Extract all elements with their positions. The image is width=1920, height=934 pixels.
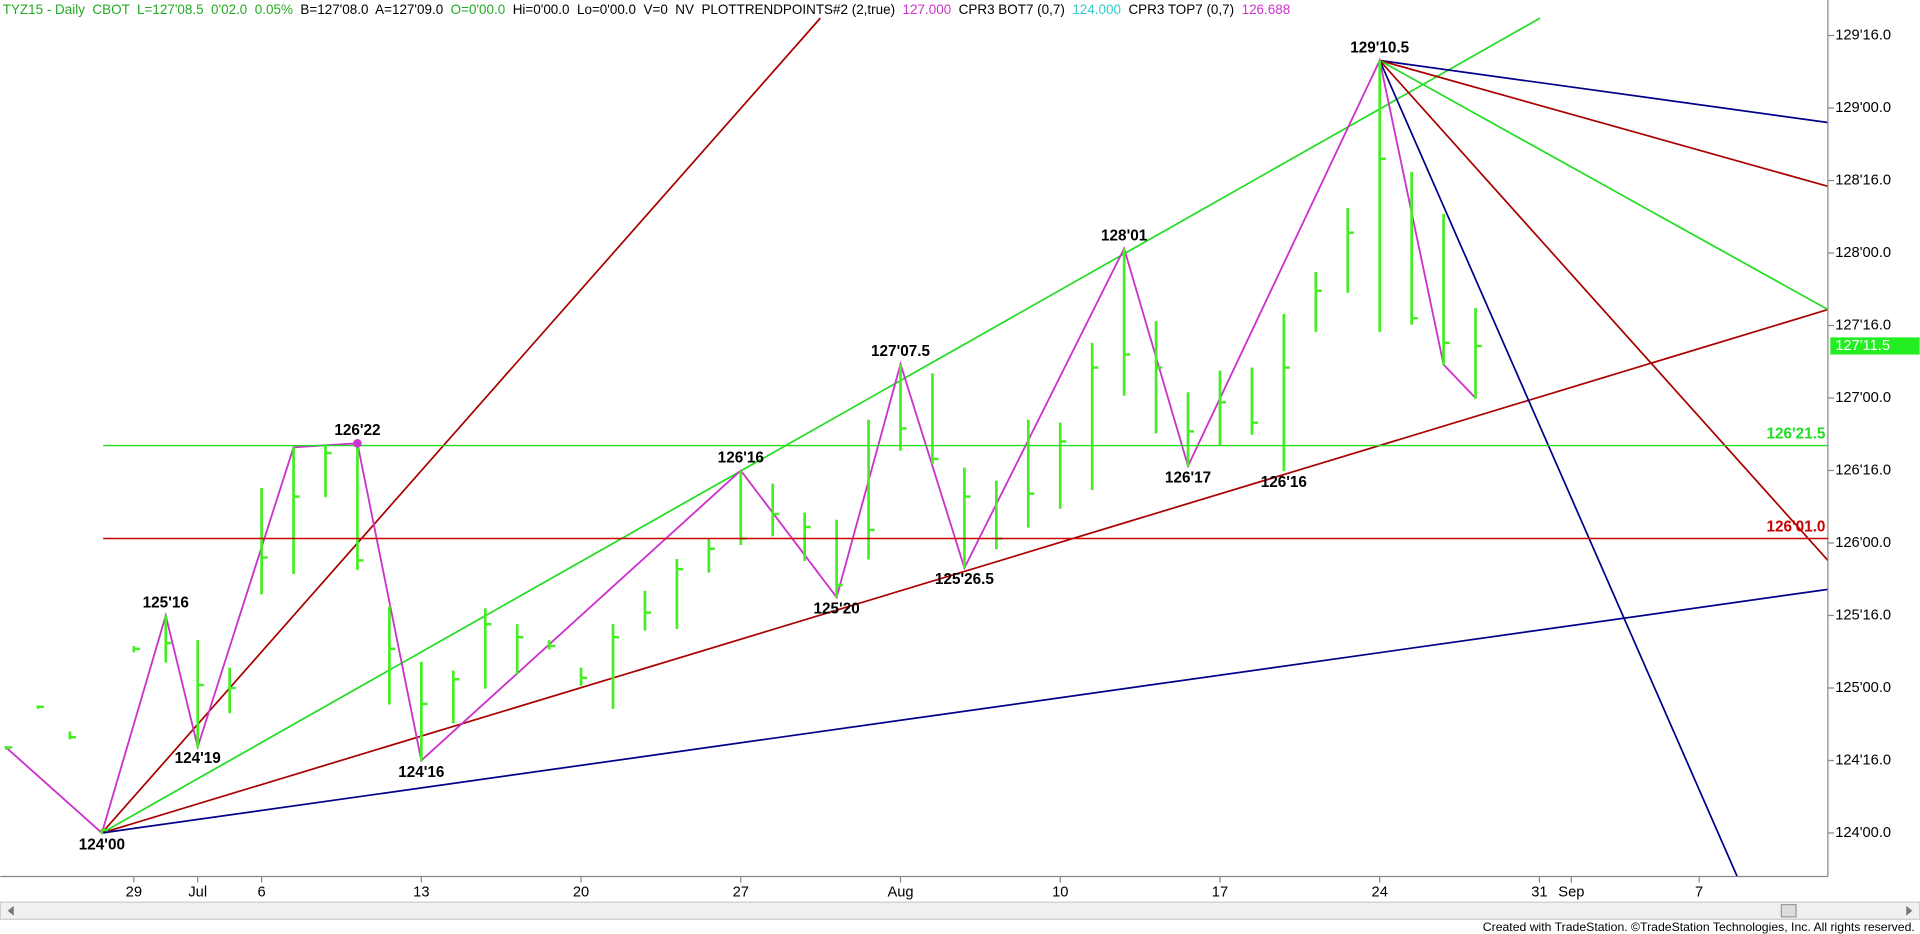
x-tick-label: Sep xyxy=(1558,884,1584,900)
y-tick-label: 126'00.0 xyxy=(1835,535,1891,551)
x-tick-label: 31 xyxy=(1531,884,1547,900)
y-tick-label: 129'16.0 xyxy=(1835,27,1891,43)
plot-area xyxy=(4,17,1828,877)
trend-line xyxy=(101,308,1828,834)
trend-line xyxy=(1379,59,1828,561)
pivot-label: 126'22 xyxy=(334,422,380,439)
header-segment: Hi=0'00.0 Lo=0'00.0 V=0 NV PLOTTRENDPOIN… xyxy=(505,1,902,16)
y-tick-label: 129'00.0 xyxy=(1835,100,1891,116)
x-tick-label: 27 xyxy=(733,884,749,900)
trend-line xyxy=(101,17,1541,834)
y-tick-label: 124'00.0 xyxy=(1835,825,1891,841)
header-segment: TYZ15 - Daily CBOT L=127'08.5 0'02.0 0.0… xyxy=(3,1,293,16)
last-price-label: 127'11.5 xyxy=(1835,338,1890,354)
header-segment: O=0'00.0 xyxy=(451,1,506,16)
x-tick-label: Jul xyxy=(188,884,207,900)
x-tick-label: 6 xyxy=(258,884,266,900)
y-tick-label: 124'16.0 xyxy=(1835,752,1891,768)
trend-line xyxy=(1379,59,1828,124)
pivot-label: 128'01 xyxy=(1101,227,1148,244)
pivot-label: 126'16 xyxy=(718,449,764,466)
x-tick-label: 24 xyxy=(1372,884,1388,900)
x-tick-label: 20 xyxy=(573,884,589,900)
level-label: 126'01.0 xyxy=(1767,519,1826,536)
x-tick-label: Aug xyxy=(887,884,913,900)
x-tick-label: 29 xyxy=(126,884,142,900)
last-price-box xyxy=(1830,337,1920,355)
footer: Created with TradeStation. ©TradeStation… xyxy=(1483,920,1915,934)
level-label: 126'21.5 xyxy=(1767,426,1826,443)
pivot-label: 124'19 xyxy=(175,750,221,767)
y-tick-label: 125'00.0 xyxy=(1835,680,1891,696)
scroll-right[interactable] xyxy=(1906,905,1913,916)
y-tick-label: 128'16.0 xyxy=(1835,172,1891,188)
y-tick-label: 128'00.0 xyxy=(1835,245,1891,261)
x-tick-label: 7 xyxy=(1695,884,1703,900)
pivot-label: 125'26.5 xyxy=(935,571,994,588)
trend-line xyxy=(1379,59,1828,188)
pivot-label: 125'20 xyxy=(814,601,860,618)
header-segment: B=127'08.0 A=127'09.0 xyxy=(293,1,451,16)
pivot-label: 124'00 xyxy=(79,836,125,853)
header-segment: 127.000 xyxy=(903,1,952,16)
trend-line xyxy=(101,588,1828,834)
header-segment: CPR3 BOT7 (0,7) xyxy=(951,1,1072,16)
trend-line xyxy=(1379,59,1828,311)
x-tick-label: 17 xyxy=(1212,884,1228,900)
x-tick-label: 13 xyxy=(413,884,429,900)
header-segment: 126.688 xyxy=(1242,1,1291,16)
y-tick-label: 126'16.0 xyxy=(1835,462,1891,478)
trend-points xyxy=(5,57,1477,835)
header-segment: CPR3 TOP7 (0,7) xyxy=(1121,1,1242,16)
trend-line xyxy=(101,17,821,834)
x-tick-label: 10 xyxy=(1052,884,1068,900)
y-tick-label: 127'16.0 xyxy=(1835,317,1891,333)
pivot-label: 129'10.5 xyxy=(1350,39,1409,56)
pivot-label: 126'17 xyxy=(1165,469,1211,486)
pivot-label: 125'16 xyxy=(143,594,189,611)
pivot-label: 126'16 xyxy=(1261,474,1307,491)
scroll-left[interactable] xyxy=(7,905,14,916)
pivot-label: 127'07.5 xyxy=(871,343,930,360)
header: TYZ15 - Daily CBOT L=127'08.5 0'02.0 0.0… xyxy=(3,1,1290,16)
scroll-thumb[interactable] xyxy=(1780,904,1797,918)
scrollbar[interactable] xyxy=(0,901,1920,920)
pivot-dot xyxy=(353,439,362,448)
header-segment: 124.000 xyxy=(1072,1,1121,16)
y-tick-label: 127'00.0 xyxy=(1835,390,1891,406)
y-tick-label: 125'16.0 xyxy=(1835,607,1891,623)
trend-line xyxy=(1378,60,1739,877)
pivot-label: 124'16 xyxy=(398,764,444,781)
